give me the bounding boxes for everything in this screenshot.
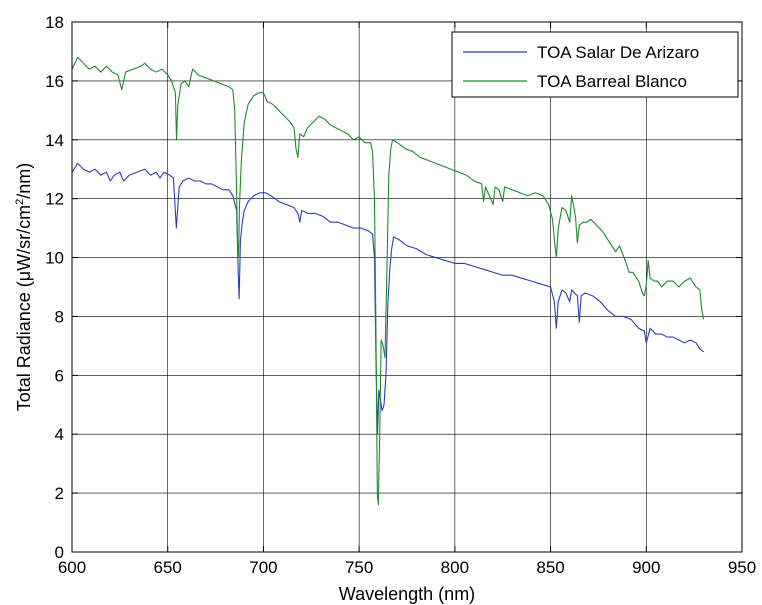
legend-box	[451, 31, 739, 98]
y-axis-title-superscript: 2	[14, 199, 26, 205]
x-axis-title: Wavelength (nm)	[339, 584, 475, 604]
plot-frame	[71, 21, 743, 553]
y-tick-label: 12	[45, 190, 64, 209]
y-tick-label: 14	[45, 131, 64, 150]
axis-ticks: 600 650 700 750 800 850 900 950 0 2 4 6 8 10 12 14 16 18	[45, 13, 756, 577]
series-line-0	[71, 162, 705, 435]
legend: TOA Salar De Arizaro TOA Barreal Blanco	[451, 31, 739, 98]
series-line-1	[71, 56, 705, 506]
x-tick-label: 700	[249, 558, 277, 577]
y-axis-title-main: Total Radiance (μW/sr/cm	[14, 205, 34, 411]
y-tick-label: 4	[55, 425, 64, 444]
plot-area	[72, 22, 742, 552]
y-tick-label: 18	[45, 13, 64, 32]
y-tick-label: 6	[55, 366, 64, 385]
y-axis-title-tail: /nm)	[14, 163, 34, 199]
legend-label-barreal: TOA Barreal Blanco	[537, 72, 687, 91]
x-tick-label: 950	[728, 558, 756, 577]
x-tick-label: 600	[58, 558, 86, 577]
x-tick-label: 650	[154, 558, 182, 577]
legend-label-arizaro: TOA Salar De Arizaro	[537, 43, 699, 62]
y-tick-label: 2	[55, 484, 64, 503]
series-layer	[71, 56, 705, 506]
x-tick-label: 900	[632, 558, 660, 577]
x-tick-label: 850	[536, 558, 564, 577]
y-tick-label: 10	[45, 249, 64, 268]
x-tick-label: 750	[345, 558, 373, 577]
y-tick-label: 8	[55, 307, 64, 326]
x-tick-label: 800	[441, 558, 469, 577]
y-tick-label: 0	[55, 543, 64, 562]
y-tick-label: 16	[45, 72, 64, 91]
y-axis-title: Total Radiance (μW/sr/cm2/nm)	[14, 163, 34, 412]
